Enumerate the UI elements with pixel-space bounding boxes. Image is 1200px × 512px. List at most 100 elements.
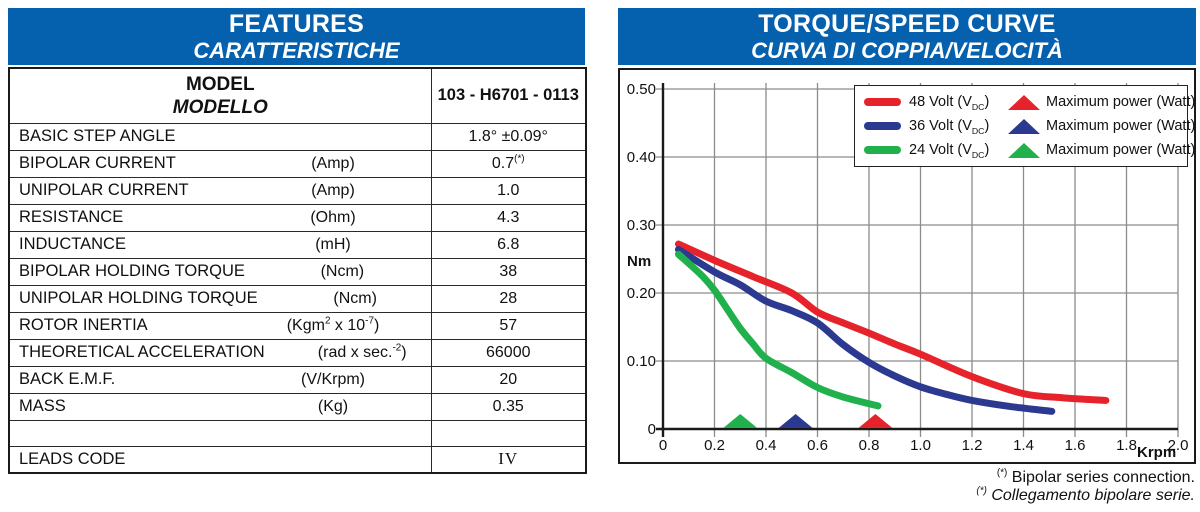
- spec-label-cell: LEADS CODE: [8, 445, 432, 474]
- torque-speed-panel: TORQUE/SPEED CURVE CURVA DI COPPIA/VELOC…: [618, 8, 1196, 505]
- spec-row: BIPOLAR HOLDING TORQUE (Ncm) 38: [8, 257, 587, 286]
- spec-value: 28: [430, 284, 587, 313]
- spec-label-cell: BASIC STEP ANGLE: [8, 122, 432, 151]
- spec-row: UNIPOLAR CURRENT (Amp) 1.0: [8, 176, 587, 205]
- x-tick-label: 1.2: [962, 437, 983, 454]
- spec-value: 0.7(*): [430, 149, 587, 178]
- x-tick-label: 0.2: [704, 437, 725, 454]
- spec-label: LEADS CODE: [19, 449, 126, 468]
- chart-legend: 48 Volt (VDC) Maximum power (Watt) 36 Volt…: [854, 85, 1195, 167]
- spec-unit: (mH): [315, 235, 351, 253]
- features-title-it: CARATTERISTICHE: [193, 38, 400, 63]
- spec-label-cell: ROTOR INERTIA (Kgm2 x 10-7): [8, 311, 432, 340]
- spec-unit: (Kgm2 x 10-7): [286, 315, 380, 334]
- legend-series-label: 36 Volt (VDC): [909, 118, 990, 136]
- model-label-en: MODEL: [185, 73, 255, 95]
- spec-label: BIPOLAR HOLDING TORQUE: [19, 262, 245, 280]
- spec-label: UNIPOLAR CURRENT: [19, 181, 189, 199]
- torque-speed-title-it: CURVA DI COPPIA/VELOCITÀ: [751, 38, 1063, 63]
- torque-speed-chart: 0 0.10 0.20 0.30 0.40 0.50 0 0.2 0.4 0.6 0.8 1.0 1.2…: [618, 68, 1196, 464]
- x-tick-label: 0.8: [859, 437, 880, 454]
- legend-triangle-icon: [1008, 142, 1040, 158]
- x-tick-label: 2.0: [1168, 437, 1189, 454]
- legend-line-swatch-icon: [864, 98, 901, 106]
- curve-series-1: [674, 245, 1056, 415]
- legend-line-swatch-icon: [864, 122, 901, 130]
- spec-unit: (Kg): [317, 397, 349, 415]
- spec-label-cell: BIPOLAR HOLDING TORQUE (Ncm): [8, 257, 432, 286]
- spec-label: BACK E.M.F.: [19, 370, 116, 388]
- spec-unit: (rad x sec.-2): [317, 342, 407, 361]
- y-axis-title: Nm: [627, 253, 651, 270]
- x-tick-label: 1.6: [1065, 437, 1086, 454]
- spec-row: THEORETICAL ACCELERATION (rad x sec.-2) 66…: [8, 338, 587, 367]
- spec-label: RESISTANCE: [19, 208, 124, 226]
- x-tick-label: 0.6: [807, 437, 828, 454]
- spec-row: RESISTANCE (Ohm) 4.3: [8, 203, 587, 232]
- spec-unit: (Amp): [311, 181, 355, 199]
- legend-series-label: 24 Volt (VDC): [909, 142, 990, 160]
- legend-row: 24 Volt (VDC) Maximum power (Watt): [864, 138, 1195, 162]
- spec-label-cell: BIPOLAR CURRENT (Amp): [8, 149, 432, 178]
- spec-row-empty: [8, 419, 587, 447]
- y-tick-label: 0: [648, 421, 656, 438]
- legend-triangle-icon: [1008, 118, 1040, 134]
- spec-label-cell: MASS (Kg): [8, 392, 432, 421]
- model-number: 103 - H6701 - 0113: [430, 67, 587, 124]
- spec-label-cell: THEORETICAL ACCELERATION (rad x sec.-2): [8, 338, 432, 367]
- y-tick-label: 0.30: [627, 217, 656, 234]
- legend-triangle-icon: [1008, 94, 1040, 110]
- spec-row: ROTOR INERTIA (Kgm2 x 10-7) 57: [8, 311, 587, 340]
- footnote-it: (*) Collegamento bipolare serie.: [976, 485, 1195, 504]
- footnote-en: (*) Bipolar series connection.: [996, 467, 1195, 486]
- spec-value: 6.8: [430, 230, 587, 259]
- spec-label-cell: INDUCTANCE (mH): [8, 230, 432, 259]
- spec-row: UNIPOLAR HOLDING TORQUE (Ncm) 28: [8, 284, 587, 313]
- spec-value: [430, 419, 587, 447]
- spec-row: MASS (Kg) 0.35: [8, 392, 587, 421]
- spec-row: BACK E.M.F. (V/Krpm) 20: [8, 365, 587, 394]
- x-tick-label: 0.4: [756, 437, 777, 454]
- spec-unit: (V/Krpm): [301, 370, 365, 388]
- legend-max-power-label: Maximum power (Watt): [1046, 118, 1196, 134]
- spec-row: BIPOLAR CURRENT (Amp) 0.7(*): [8, 149, 587, 178]
- spec-value: 38: [430, 257, 587, 286]
- footnotes: (*) Bipolar series connection. (*) Colle…: [618, 467, 1196, 505]
- spec-unit: (Ncm): [320, 262, 365, 280]
- spec-label-cell: BACK E.M.F. (V/Krpm): [8, 365, 432, 394]
- legend-row: 36 Volt (VDC) Maximum power (Watt): [864, 114, 1195, 138]
- x-tick-label: 1.4: [1013, 437, 1034, 454]
- curve-series-2: [674, 250, 882, 410]
- spec-label-cell: [8, 419, 432, 447]
- x-tick-label: 1.0: [910, 437, 931, 454]
- y-tick-label: 0.40: [627, 149, 656, 166]
- torque-speed-header: TORQUE/SPEED CURVE CURVA DI COPPIA/VELOC…: [618, 8, 1196, 65]
- y-tick-label: 0.10: [627, 353, 656, 370]
- y-tick-label: 0.20: [627, 285, 656, 302]
- features-panel: FEATURES CARATTERISTICHE MODEL MODELLO 1…: [8, 8, 587, 474]
- spec-value: 1.8° ±0.09°: [430, 122, 587, 151]
- spec-label: MASS: [19, 397, 66, 415]
- spec-label-cell: UNIPOLAR HOLDING TORQUE (Ncm): [8, 284, 432, 313]
- model-label-cell: MODEL MODELLO: [8, 67, 432, 124]
- spec-row: LEADS CODE IV: [8, 445, 587, 474]
- spec-unit: (Amp): [311, 154, 355, 172]
- spec-label: BASIC STEP ANGLE: [19, 127, 176, 145]
- features-title-en: FEATURES: [228, 10, 365, 38]
- spec-label: BIPOLAR CURRENT: [19, 154, 176, 172]
- spec-label: UNIPOLAR HOLDING TORQUE: [19, 289, 258, 307]
- max-power-marker-2: [723, 414, 758, 428]
- max-power-marker-1: [778, 414, 813, 428]
- spec-label-cell: UNIPOLAR CURRENT (Amp): [8, 176, 432, 205]
- legend-series-label: 48 Volt (VDC): [909, 94, 990, 112]
- spec-label-cell: RESISTANCE (Ohm): [8, 203, 432, 232]
- max-power-marker-0: [858, 414, 893, 428]
- features-table-body: MODEL MODELLO 103 - H6701 - 0113 BASIC S…: [8, 67, 587, 474]
- spec-row: INDUCTANCE (mH) 6.8: [8, 230, 587, 259]
- torque-speed-title-en: TORQUE/SPEED CURVE: [758, 10, 1056, 38]
- spec-unit: (Ncm): [333, 289, 377, 307]
- spec-value: 57: [430, 311, 587, 340]
- spec-label: THEORETICAL ACCELERATION: [19, 343, 265, 361]
- model-label-it: MODELLO: [172, 96, 268, 118]
